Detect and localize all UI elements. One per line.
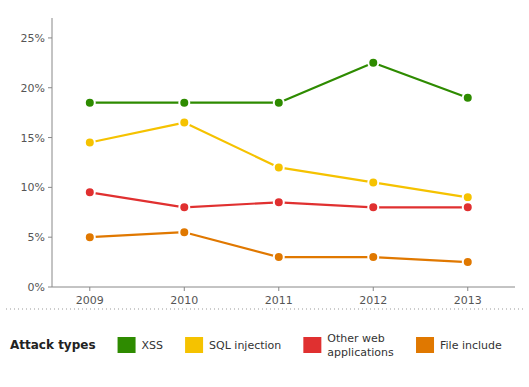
x-tick-label: 2012 xyxy=(359,294,387,307)
point xyxy=(368,177,378,187)
y-tick-label: 10% xyxy=(21,181,45,194)
legend-swatch xyxy=(118,337,136,353)
point xyxy=(179,118,189,128)
x-tick-label: 2013 xyxy=(454,294,482,307)
y-tick-label: 20% xyxy=(21,82,45,95)
point xyxy=(274,98,284,108)
legend-swatch xyxy=(185,337,203,353)
y-tick xyxy=(48,137,52,138)
point xyxy=(179,227,189,237)
point xyxy=(463,192,473,202)
legend-swatch xyxy=(416,337,434,353)
point xyxy=(274,252,284,262)
x-tick-label: 2010 xyxy=(170,294,198,307)
legend-label: File include xyxy=(440,339,502,352)
point xyxy=(463,93,473,103)
series-line xyxy=(90,232,468,262)
x-tick xyxy=(184,287,185,291)
point xyxy=(368,252,378,262)
legend-label-line: XSS xyxy=(142,339,164,352)
point xyxy=(179,202,189,212)
legend-label-line: File include xyxy=(440,339,502,352)
legend-separator xyxy=(6,309,523,310)
legend-title: Attack types xyxy=(10,338,96,352)
x-tick xyxy=(278,287,279,291)
y-axis-line xyxy=(52,18,53,287)
x-tick xyxy=(373,287,374,291)
y-tick-label: 25% xyxy=(21,32,45,45)
legend-swatch xyxy=(303,337,321,353)
y-tick-label: 0% xyxy=(28,281,45,294)
legend: Attack types XSS SQL injection Other webapp… xyxy=(6,309,523,359)
chart-container: 0% 5% 10% 15% 20% 25% 2009 2010 2011 2012 2013 Atta… xyxy=(0,0,529,387)
point xyxy=(274,197,284,207)
series-line xyxy=(90,192,468,207)
x-tick-label: 2011 xyxy=(265,294,293,307)
legend-label: XSS xyxy=(142,339,164,352)
x-tick-label: 2009 xyxy=(76,294,104,307)
legend-label-line: SQL injection xyxy=(209,339,281,352)
chart: 0% 5% 10% 15% 20% 25% 2009 2010 2011 2012 2013 Atta… xyxy=(0,0,529,387)
x-tick xyxy=(467,287,468,291)
y-tick xyxy=(48,87,52,88)
y-tick xyxy=(48,187,52,188)
y-tick xyxy=(48,237,52,238)
series-line xyxy=(90,123,468,198)
point xyxy=(85,187,95,197)
point xyxy=(85,98,95,108)
y-tick-label: 5% xyxy=(28,231,45,244)
legend-label-line: applications xyxy=(327,346,394,359)
point xyxy=(85,138,95,148)
legend-label: SQL injection xyxy=(209,339,281,352)
y-tick xyxy=(48,37,52,38)
point xyxy=(368,58,378,68)
x-axis-line xyxy=(52,287,515,288)
axes: 0% 5% 10% 15% 20% 25% 2009 2010 2011 2012 2013 xyxy=(21,18,515,307)
legend-label: Other webapplications xyxy=(327,332,394,359)
point xyxy=(463,257,473,267)
y-tick-label: 15% xyxy=(21,132,45,145)
point xyxy=(179,98,189,108)
point xyxy=(463,202,473,212)
y-tick xyxy=(48,287,52,288)
point xyxy=(85,232,95,242)
plot-area xyxy=(85,58,473,267)
legend-label-line: Other web xyxy=(327,332,384,345)
point xyxy=(274,162,284,172)
point xyxy=(368,202,378,212)
x-tick xyxy=(89,287,90,291)
